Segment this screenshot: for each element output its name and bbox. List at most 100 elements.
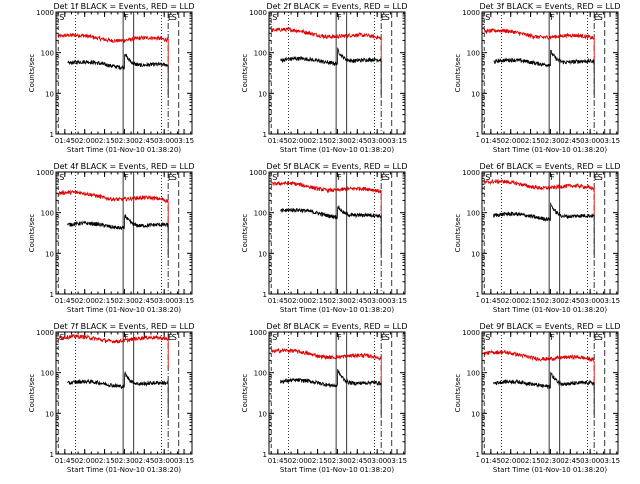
y-tick-label: 100 xyxy=(41,370,54,378)
lld-series-line xyxy=(57,189,169,230)
events-series-line xyxy=(280,369,382,418)
plot-title: Det 8f BLACK = Events, RED = LLD xyxy=(266,322,407,331)
plot-title: Det 1f BLACK = Events, RED = LLD xyxy=(53,2,194,11)
x-axis-label: Start Time (01-Nov-10 01:38:20) xyxy=(493,146,607,154)
x-tick-label: 03:15 xyxy=(600,297,620,305)
y-tick-label: 10 xyxy=(471,410,480,418)
y-axis-label: Counts/sec xyxy=(241,214,249,253)
flag-label: F xyxy=(550,173,555,182)
x-tick-label: 03:15 xyxy=(174,297,194,305)
plot-panel: Det 2f BLACK = Events, RED = LLD 1 10 100 10… xyxy=(241,2,408,154)
x-tick-label: 02:45 xyxy=(560,457,580,465)
x-tick-label: 02:45 xyxy=(560,297,580,305)
flag-label: F xyxy=(337,13,342,22)
y-tick-label: 1000 xyxy=(462,169,480,177)
flag-label: S xyxy=(59,173,64,182)
plot-panel: Det 1f BLACK = Events, RED = LLD 1 10 100 10… xyxy=(28,2,195,154)
x-tick-label: 02:30 xyxy=(327,457,347,465)
y-tick-label: 100 xyxy=(467,50,480,58)
flag-label: E xyxy=(168,173,173,182)
x-tick-label: 02:45 xyxy=(347,137,367,145)
x-axis-label: Start Time (01-Nov-10 01:38:20) xyxy=(280,466,394,474)
x-tick-label: 02:15 xyxy=(307,297,327,305)
lld-series-line xyxy=(270,27,382,68)
y-tick-label: 100 xyxy=(254,370,267,378)
y-tick-label: 100 xyxy=(254,210,267,218)
x-tick-label: 03:15 xyxy=(600,457,620,465)
y-tick-label: 10 xyxy=(45,410,54,418)
plot-frame xyxy=(55,171,193,295)
flag-label: E xyxy=(381,13,386,22)
flag-label: F xyxy=(337,173,342,182)
x-tick-label: 02:45 xyxy=(134,137,154,145)
x-tick-label: 02:00 xyxy=(501,137,521,145)
x-tick-label: 02:00 xyxy=(288,137,308,145)
plot-title: Det 3f BLACK = Events, RED = LLD xyxy=(479,2,620,11)
x-tick-label: 01:45 xyxy=(55,457,75,465)
x-tick-label: 02:00 xyxy=(501,457,521,465)
flag-label: F xyxy=(124,173,129,182)
lld-series-line xyxy=(57,333,169,368)
x-tick-label: 03:15 xyxy=(600,137,620,145)
x-tick-label: 02:00 xyxy=(75,137,95,145)
flag-label: S xyxy=(59,13,64,22)
x-tick-label: 03:00 xyxy=(367,457,387,465)
flag-label: S xyxy=(385,173,390,182)
plot-title: Det 5f BLACK = Events, RED = LLD xyxy=(266,162,407,171)
flag-label: E xyxy=(381,333,386,342)
y-tick-label: 1 xyxy=(50,131,54,139)
flag-label: E xyxy=(168,13,173,22)
events-series-line xyxy=(493,202,595,258)
x-tick-label: 01:45 xyxy=(268,297,288,305)
plot-panel: Det 4f BLACK = Events, RED = LLD 1 10 100 10… xyxy=(28,162,195,314)
flag-label: S xyxy=(485,173,490,182)
x-tick-label: 03:00 xyxy=(580,137,600,145)
flag-label: S xyxy=(172,13,177,22)
x-tick-label: 01:45 xyxy=(481,297,501,305)
y-tick-label: 10 xyxy=(45,90,54,98)
x-tick-label: 02:30 xyxy=(114,137,134,145)
flag-label: E xyxy=(594,13,599,22)
x-tick-label: 03:00 xyxy=(154,457,174,465)
y-tick-label: 10 xyxy=(258,250,267,258)
x-axis-label: Start Time (01-Nov-10 01:38:20) xyxy=(493,306,607,314)
lld-series-line xyxy=(483,349,595,389)
events-series-line xyxy=(280,205,382,258)
flag-label: S xyxy=(485,13,490,22)
y-tick-label: 1000 xyxy=(462,9,480,17)
events-series-line xyxy=(493,50,595,98)
lld-series-line xyxy=(270,347,382,388)
y-tick-label: 100 xyxy=(41,50,54,58)
flag-label: E xyxy=(594,173,599,182)
x-tick-label: 03:00 xyxy=(367,137,387,145)
y-tick-label: 10 xyxy=(258,410,267,418)
y-axis-label: Counts/sec xyxy=(241,54,249,93)
plot-title: Det 4f BLACK = Events, RED = LLD xyxy=(53,162,194,171)
x-tick-label: 02:45 xyxy=(560,137,580,145)
x-tick-label: 01:45 xyxy=(481,137,501,145)
plot-panel: Det 6f BLACK = Events, RED = LLD 1 10 100 10… xyxy=(454,162,621,314)
x-tick-label: 02:15 xyxy=(94,297,114,305)
x-tick-label: 02:00 xyxy=(75,457,95,465)
plot-panel: Det 7f BLACK = Events, RED = LLD 1 10 100 10… xyxy=(28,322,195,474)
plot-frame xyxy=(55,331,193,455)
y-tick-label: 1000 xyxy=(249,329,267,337)
flag-label: E xyxy=(381,173,386,182)
plot-frame xyxy=(268,11,406,135)
x-tick-label: 03:15 xyxy=(387,137,407,145)
x-tick-label: 03:00 xyxy=(580,457,600,465)
x-tick-label: 02:00 xyxy=(501,297,521,305)
x-tick-label: 02:30 xyxy=(327,297,347,305)
y-tick-label: 10 xyxy=(471,250,480,258)
x-axis-label: Start Time (01-Nov-10 01:38:20) xyxy=(67,146,181,154)
x-tick-label: 01:45 xyxy=(481,457,501,465)
y-axis-label: Counts/sec xyxy=(28,54,36,93)
flag-label: S xyxy=(272,333,277,342)
x-tick-label: 03:00 xyxy=(154,297,174,305)
x-tick-label: 01:45 xyxy=(268,457,288,465)
y-axis-label: Counts/sec xyxy=(241,374,249,413)
y-tick-label: 100 xyxy=(41,210,54,218)
plot-frame xyxy=(55,11,193,135)
y-tick-label: 1000 xyxy=(36,169,54,177)
